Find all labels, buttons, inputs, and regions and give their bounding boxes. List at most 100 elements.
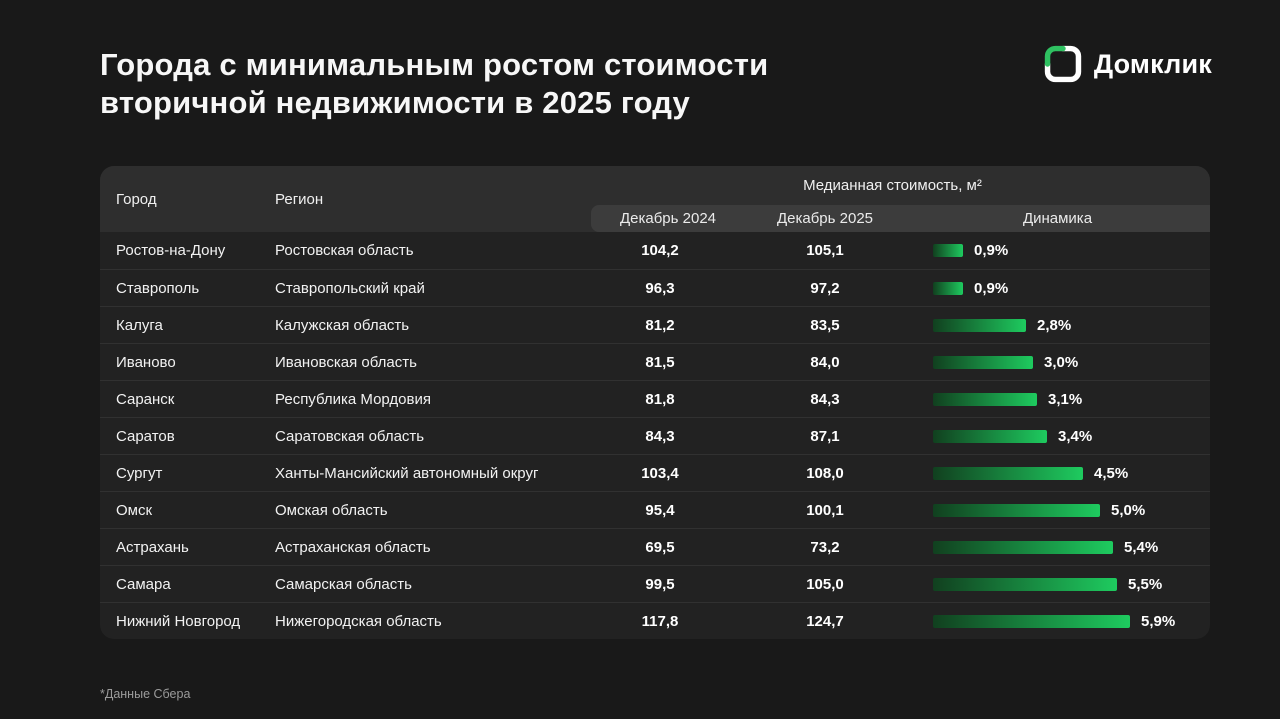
cell-dynamics: 5,0% xyxy=(905,502,1210,519)
dynamics-value: 3,4% xyxy=(1058,427,1093,445)
cell-region: Самарская область xyxy=(275,575,412,593)
dynamics-bar xyxy=(933,281,963,295)
dynamics-bar xyxy=(933,503,1100,517)
table-row: Астрахань Астраханская область 69,5 73,2… xyxy=(100,528,1210,565)
page-title-line1: Города с минимальным ростом стоимости xyxy=(100,47,769,82)
col-header-city: Город xyxy=(116,190,157,208)
cell-dynamics: 4,5% xyxy=(905,465,1210,482)
cell-region: Нижегородская область xyxy=(275,612,442,630)
dynamics-bar xyxy=(933,429,1047,443)
cell-dec2024: 96,3 xyxy=(645,279,675,297)
cell-region: Калужская область xyxy=(275,316,410,334)
cell-dynamics: 0,9% xyxy=(905,242,1210,259)
cell-city: Ростов-на-Дону xyxy=(116,242,226,259)
cell-dec2024: 81,8 xyxy=(645,390,675,408)
cell-dec2025: 97,2 xyxy=(810,279,840,297)
footnote: *Данные Сбера xyxy=(100,687,191,701)
cell-dec2024: 81,2 xyxy=(645,316,675,334)
cell-dynamics: 5,4% xyxy=(905,539,1210,556)
cell-dynamics: 3,4% xyxy=(905,428,1210,445)
cell-city: Саратов xyxy=(116,427,175,445)
dynamics-value: 5,4% xyxy=(1124,538,1159,556)
cell-city: Саранск xyxy=(116,390,175,408)
page-title: Города с минимальным ростом стоимости вт… xyxy=(100,46,1210,122)
cell-dec2024: 95,4 xyxy=(645,501,675,519)
dynamics-bar xyxy=(933,355,1033,369)
cell-dynamics: 2,8% xyxy=(905,317,1210,334)
col-header-dec2025: Декабрь 2025 xyxy=(776,210,874,227)
data-table: Город Регион Медианная стоимость, м² Дек… xyxy=(100,166,1210,639)
cell-dec2024: 104,2 xyxy=(641,242,679,259)
table-row: Саранск Республика Мордовия 81,8 84,3 3,… xyxy=(100,380,1210,417)
dynamics-bar xyxy=(933,614,1130,628)
cell-dec2025: 83,5 xyxy=(810,316,840,334)
col-header-region: Регион xyxy=(275,190,324,208)
dynamics-bar xyxy=(933,392,1037,406)
table-row: Сургут Ханты-Мансийский автономный округ… xyxy=(100,454,1210,491)
cell-region: Ставропольский край xyxy=(275,279,425,297)
dynamics-value: 0,9% xyxy=(974,242,1009,259)
cell-dec2025: 105,1 xyxy=(806,242,844,259)
cell-region: Астраханская область xyxy=(275,538,431,556)
col-header-dec2024: Декабрь 2024 xyxy=(619,210,717,227)
dynamics-bar xyxy=(933,466,1083,480)
dynamics-value: 5,0% xyxy=(1111,501,1146,519)
dynamics-bar xyxy=(933,318,1026,332)
cell-city: Нижний Новгород xyxy=(116,612,241,630)
cell-region: Омская область xyxy=(275,501,388,519)
dynamics-value: 2,8% xyxy=(1037,316,1072,334)
cell-city: Омск xyxy=(116,501,153,519)
cell-dynamics: 0,9% xyxy=(905,280,1210,297)
cell-dec2024: 103,4 xyxy=(641,464,679,482)
cell-dynamics: 3,1% xyxy=(905,391,1210,408)
col-header-dynamics: Динамика xyxy=(1022,210,1093,227)
cell-dec2025: 100,1 xyxy=(806,501,844,519)
table-row: Нижний Новгород Нижегородская область 11… xyxy=(100,602,1210,639)
cell-dynamics: 5,9% xyxy=(905,613,1210,630)
dynamics-value: 5,5% xyxy=(1128,575,1163,593)
cell-city: Калуга xyxy=(116,316,163,334)
domclick-logo-icon xyxy=(1044,45,1081,83)
cell-dec2025: 124,7 xyxy=(806,612,844,630)
table-row: Иваново Ивановская область 81,5 84,0 3,0… xyxy=(100,343,1210,380)
cell-dec2025: 84,0 xyxy=(810,353,840,371)
cell-city: Сургут xyxy=(116,464,163,482)
table-row: Ставрополь Ставропольский край 96,3 97,2… xyxy=(100,269,1210,306)
dynamics-value: 3,0% xyxy=(1044,353,1079,371)
dynamics-bar xyxy=(933,244,963,257)
table-row: Саратов Саратовская область 84,3 87,1 3,… xyxy=(100,417,1210,454)
cell-dynamics: 3,0% xyxy=(905,354,1210,371)
dynamics-value: 0,9% xyxy=(974,279,1009,297)
cell-dec2024: 69,5 xyxy=(645,538,675,556)
cell-region: Ханты-Мансийский автономный округ xyxy=(275,464,539,482)
cell-region: Ивановская область xyxy=(275,353,417,371)
table-row: Омск Омская область 95,4 100,1 5,0% xyxy=(100,491,1210,528)
dynamics-value: 3,1% xyxy=(1048,390,1083,408)
cell-dec2025: 87,1 xyxy=(810,427,840,445)
col-header-group-median-cost: Медианная стоимость, м² xyxy=(803,177,982,194)
cell-city: Астрахань xyxy=(116,538,189,556)
cell-dec2024: 81,5 xyxy=(645,353,675,371)
brand-logo: Домклик xyxy=(1043,44,1212,84)
table-body: Ростов-на-Дону Ростовская область 104,2 … xyxy=(100,232,1210,639)
dynamics-bar xyxy=(933,577,1117,591)
cell-dec2024: 99,5 xyxy=(645,575,675,593)
cell-dec2025: 105,0 xyxy=(806,575,844,593)
table-row: Калуга Калужская область 81,2 83,5 2,8% xyxy=(100,306,1210,343)
cell-region: Саратовская область xyxy=(275,427,425,445)
table-header: Город Регион Медианная стоимость, м² Дек… xyxy=(100,166,1210,232)
cell-dec2025: 84,3 xyxy=(810,390,840,408)
page-title-line2: вторичной недвижимости в 2025 году xyxy=(100,85,690,120)
cell-city: Ставрополь xyxy=(116,279,200,297)
table-row: Ростов-на-Дону Ростовская область 104,2 … xyxy=(100,232,1210,269)
cell-region: Ростовская область xyxy=(275,242,414,259)
table-row: Самара Самарская область 99,5 105,0 5,5% xyxy=(100,565,1210,602)
cell-dec2025: 73,2 xyxy=(810,538,840,556)
cell-region: Республика Мордовия xyxy=(275,390,431,408)
dynamics-value: 4,5% xyxy=(1094,464,1129,482)
cell-dec2024: 117,8 xyxy=(641,612,679,630)
cell-city: Самара xyxy=(116,575,171,593)
cell-dec2025: 108,0 xyxy=(806,464,844,482)
dynamics-value: 5,9% xyxy=(1141,612,1176,630)
